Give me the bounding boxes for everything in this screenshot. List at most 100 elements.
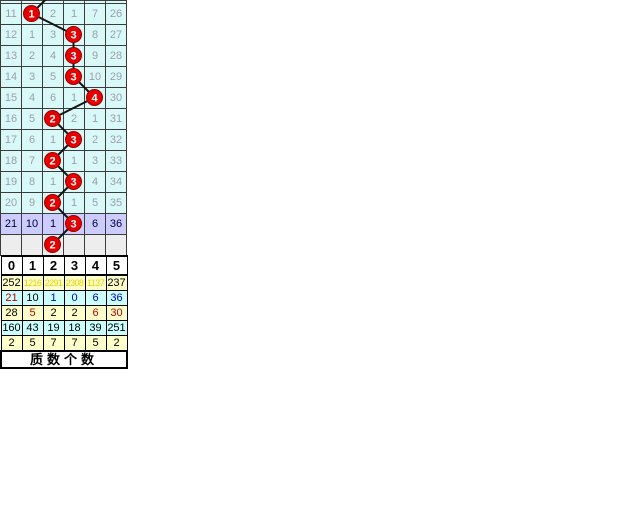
trend-row: 14 3 5 10 29 xyxy=(0,66,127,88)
grid-cell: 33 xyxy=(105,150,127,172)
hit-cell xyxy=(63,213,85,235)
grid-cell: 4 xyxy=(84,171,106,193)
grid-cell xyxy=(105,234,127,256)
grid-cell: 36 xyxy=(105,213,127,235)
grid-cell xyxy=(21,234,43,256)
stats-cell: 10 xyxy=(21,290,44,306)
grid-cell: 4 xyxy=(21,87,43,109)
grid-cell: 14 xyxy=(0,66,22,88)
grid-cell: 10 xyxy=(21,213,43,235)
grid-cell: 1 xyxy=(42,129,64,151)
grid-cell: 7 xyxy=(84,3,106,25)
stats-header-cell: 1 xyxy=(21,255,44,276)
trend-grid: 11 2 1 7 26 12 1 3 8 27 13 2 4 9 28 14 3 5 10 29 15 4 6 1 30 16 5 2… xyxy=(0,0,127,256)
stats-cell: 251 xyxy=(105,320,128,336)
grid-cell: 3 xyxy=(84,150,106,172)
grid-cell: 9 xyxy=(21,192,43,214)
hit-cell xyxy=(84,87,106,109)
grid-cell: 30 xyxy=(105,87,127,109)
hit-cell xyxy=(63,45,85,67)
grid-cell: 9 xyxy=(84,45,106,67)
stats-cell: 18 xyxy=(63,320,86,336)
grid-cell: 4 xyxy=(42,45,64,67)
grid-cell: 7 xyxy=(21,150,43,172)
trend-row: 15 4 6 1 30 xyxy=(0,87,127,109)
stats-table-body: 0 1 2 3 4 5 252 1216 2291 2308 1137 237 21 10 1 0 6 36 28 5… xyxy=(0,255,128,369)
stats-header-cell: 5 xyxy=(105,255,128,276)
stats-header-cell: 4 xyxy=(84,255,107,276)
grid-cell: 11 xyxy=(0,3,22,25)
stats-cell: 0 xyxy=(63,290,86,306)
grid-cell: 18 xyxy=(0,150,22,172)
grid-cell: 2 xyxy=(63,108,85,130)
hit-cell xyxy=(42,234,64,256)
stats-cell: 237 xyxy=(105,274,128,291)
grid-cell: 1 xyxy=(42,213,64,235)
trend-row: 13 2 4 9 28 xyxy=(0,45,127,67)
grid-cell: 5 xyxy=(42,66,64,88)
grid-cell: 1 xyxy=(63,192,85,214)
stats-cell: 160 xyxy=(0,320,23,336)
grid-cell: 31 xyxy=(105,108,127,130)
hit-cell xyxy=(42,150,64,172)
stats-cell: 43 xyxy=(21,320,44,336)
hit-cell xyxy=(63,129,85,151)
stats-row: 21 10 1 0 6 36 xyxy=(0,290,128,306)
grid-cell: 35 xyxy=(105,192,127,214)
stats-header-cell: 0 xyxy=(0,255,23,276)
grid-cell: 15 xyxy=(0,87,22,109)
grid-cell: 26 xyxy=(105,3,127,25)
trend-row: 12 1 3 8 27 xyxy=(0,24,127,46)
grid-cell: 28 xyxy=(105,45,127,67)
stats-cell: 7 xyxy=(42,335,65,352)
hit-cell xyxy=(42,192,64,214)
lottery-trend-chart: 11 2 1 7 26 12 1 3 8 27 13 2 4 9 28 14 3 5 10 29 15 4 6 1 30 16 5 2… xyxy=(0,0,128,369)
stats-cell: 5 xyxy=(84,335,107,352)
grid-cell: 5 xyxy=(21,108,43,130)
grid-cell: 2 xyxy=(42,3,64,25)
stats-cell: 1137 xyxy=(84,274,107,291)
hit-cell xyxy=(63,66,85,88)
hit-cell xyxy=(63,171,85,193)
grid-cell: 6 xyxy=(21,129,43,151)
stats-cell: 19 xyxy=(42,320,65,336)
grid-cell: 16 xyxy=(0,108,22,130)
trend-row: 16 5 2 1 31 xyxy=(0,108,127,130)
grid-cell xyxy=(0,234,22,256)
trend-row: 17 6 1 2 32 xyxy=(0,129,127,151)
stats-row: 160 43 19 18 39 251 xyxy=(0,320,128,336)
grid-cell: 19 xyxy=(0,171,22,193)
grid-cell: 6 xyxy=(42,87,64,109)
grid-cell: 13 xyxy=(0,45,22,67)
stats-cell: 6 xyxy=(84,290,107,306)
grid-cell: 17 xyxy=(0,129,22,151)
stats-cell: 2 xyxy=(42,305,65,321)
stats-cell: 21 xyxy=(0,290,23,306)
stats-cell: 1 xyxy=(42,290,65,306)
stats-table: 0 1 2 3 4 5 252 1216 2291 2308 1137 237 21 10 1 0 6 36 28 5… xyxy=(0,255,128,369)
trend-row: 21 10 1 6 36 xyxy=(0,213,127,235)
grid-cell xyxy=(63,234,85,256)
grid-cell: 1 xyxy=(84,108,106,130)
trend-row: 18 7 1 3 33 xyxy=(0,150,127,172)
grid-cell: 1 xyxy=(21,24,43,46)
stats-cell: 39 xyxy=(84,320,107,336)
stats-cell: 30 xyxy=(105,305,128,321)
stats-cell: 2308 xyxy=(63,274,86,291)
stats-row: 28 5 2 2 6 30 xyxy=(0,305,128,321)
stats-cell: 2 xyxy=(63,305,86,321)
hit-cell xyxy=(21,3,43,25)
hit-cell xyxy=(63,24,85,46)
grid-cell: 32 xyxy=(105,129,127,151)
hit-cell xyxy=(42,108,64,130)
stats-cell: 36 xyxy=(105,290,128,306)
grid-cell: 12 xyxy=(0,24,22,46)
stats-row: 252 1216 2291 2308 1137 237 xyxy=(0,274,128,291)
grid-cell: 1 xyxy=(63,3,85,25)
grid-cell: 21 xyxy=(0,213,22,235)
stats-cell: 6 xyxy=(84,305,107,321)
stats-cell: 28 xyxy=(0,305,23,321)
